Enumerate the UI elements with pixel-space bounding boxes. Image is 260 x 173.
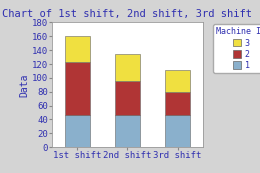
Bar xyxy=(115,54,140,81)
Bar xyxy=(64,115,90,147)
Title: Chart of 1st shift, 2nd shift, 3rd shift: Chart of 1st shift, 2nd shift, 3rd shift xyxy=(2,9,252,19)
Bar xyxy=(115,81,140,115)
Bar xyxy=(165,70,190,92)
Y-axis label: Data: Data xyxy=(19,73,29,97)
Legend: 3, 2, 1: 3, 2, 1 xyxy=(213,24,260,73)
Bar xyxy=(165,92,190,115)
Bar xyxy=(165,115,190,147)
Bar xyxy=(64,36,90,62)
Bar xyxy=(64,62,90,115)
Bar xyxy=(115,115,140,147)
